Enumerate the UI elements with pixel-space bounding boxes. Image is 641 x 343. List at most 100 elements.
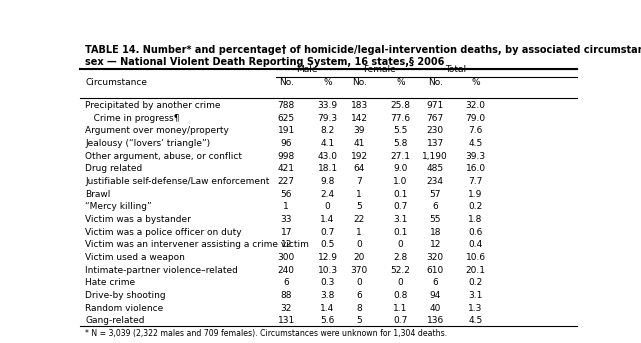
- Text: Brawl: Brawl: [85, 190, 110, 199]
- Text: 183: 183: [351, 101, 368, 110]
- Text: 16.0: 16.0: [465, 164, 486, 173]
- Text: Drug related: Drug related: [85, 164, 142, 173]
- Text: 64: 64: [354, 164, 365, 173]
- Text: Argument over money/property: Argument over money/property: [85, 126, 229, 135]
- Text: Victim used a weapon: Victim used a weapon: [85, 253, 185, 262]
- Text: 1.0: 1.0: [394, 177, 408, 186]
- Text: 370: 370: [351, 265, 368, 275]
- Text: Victim was a police officer on duty: Victim was a police officer on duty: [85, 228, 242, 237]
- Text: Victim was an intervener assisting a crime victim: Victim was an intervener assisting a cri…: [85, 240, 309, 249]
- Text: 22: 22: [354, 215, 365, 224]
- Text: 227: 227: [278, 177, 295, 186]
- Text: 39.3: 39.3: [465, 152, 486, 161]
- Text: 33: 33: [281, 215, 292, 224]
- Text: 240: 240: [278, 265, 295, 275]
- Text: No.: No.: [279, 78, 294, 87]
- Text: 96: 96: [281, 139, 292, 148]
- Text: 7: 7: [356, 177, 362, 186]
- Text: 142: 142: [351, 114, 368, 122]
- Text: 5.6: 5.6: [320, 316, 335, 326]
- Text: 10.3: 10.3: [317, 265, 338, 275]
- Text: 8: 8: [356, 304, 362, 313]
- Text: 1.8: 1.8: [469, 215, 483, 224]
- Text: 1: 1: [356, 228, 362, 237]
- Text: 79.3: 79.3: [317, 114, 338, 122]
- Text: %: %: [396, 78, 405, 87]
- Text: Jealousy (“lovers’ triangle”): Jealousy (“lovers’ triangle”): [85, 139, 210, 148]
- Text: 9.8: 9.8: [320, 177, 335, 186]
- Text: 788: 788: [278, 101, 295, 110]
- Text: 4.1: 4.1: [320, 139, 335, 148]
- Text: 0.7: 0.7: [394, 202, 408, 211]
- Text: 6: 6: [283, 278, 289, 287]
- Text: 3.1: 3.1: [469, 291, 483, 300]
- Text: 0.3: 0.3: [320, 278, 335, 287]
- Text: Intimate-partner violence–related: Intimate-partner violence–related: [85, 265, 238, 275]
- Text: 2.8: 2.8: [394, 253, 408, 262]
- Text: “Mercy killing”: “Mercy killing”: [85, 202, 152, 211]
- Text: * N = 3,039 (2,322 males and 709 females). Circumstances were unknown for 1,304 : * N = 3,039 (2,322 males and 709 females…: [85, 329, 447, 338]
- Text: 1.4: 1.4: [320, 304, 335, 313]
- Text: 12: 12: [281, 240, 292, 249]
- Text: 52.2: 52.2: [390, 265, 410, 275]
- Text: 1: 1: [356, 190, 362, 199]
- Text: 1.1: 1.1: [394, 304, 408, 313]
- Text: 7.6: 7.6: [469, 126, 483, 135]
- Text: 6: 6: [356, 291, 362, 300]
- Text: 0.7: 0.7: [320, 228, 335, 237]
- Text: 971: 971: [427, 101, 444, 110]
- Text: 610: 610: [427, 265, 444, 275]
- Text: 32: 32: [281, 304, 292, 313]
- Text: Precipitated by another crime: Precipitated by another crime: [85, 101, 221, 110]
- Text: 12.9: 12.9: [317, 253, 338, 262]
- Text: 6: 6: [433, 202, 438, 211]
- Text: sex — National Violent Death Reporting System, 16 states,§ 2006: sex — National Violent Death Reporting S…: [85, 57, 444, 67]
- Text: Hate crime: Hate crime: [85, 278, 135, 287]
- Text: 0: 0: [397, 240, 403, 249]
- Text: No.: No.: [352, 78, 367, 87]
- Text: 77.6: 77.6: [390, 114, 411, 122]
- Text: Crime in progress¶: Crime in progress¶: [85, 114, 179, 122]
- Text: %: %: [323, 78, 332, 87]
- Text: 41: 41: [354, 139, 365, 148]
- Text: 3.1: 3.1: [394, 215, 408, 224]
- Text: 1,190: 1,190: [422, 152, 448, 161]
- Text: 0.5: 0.5: [320, 240, 335, 249]
- Text: 10.6: 10.6: [465, 253, 486, 262]
- Text: 9.0: 9.0: [394, 164, 408, 173]
- Text: 18.1: 18.1: [317, 164, 338, 173]
- Text: Drive-by shooting: Drive-by shooting: [85, 291, 166, 300]
- Text: 17: 17: [281, 228, 292, 237]
- Text: 0: 0: [324, 202, 330, 211]
- Text: Male: Male: [296, 64, 318, 74]
- Text: 1.4: 1.4: [320, 215, 335, 224]
- Text: 1.3: 1.3: [469, 304, 483, 313]
- Text: Victim was a bystander: Victim was a bystander: [85, 215, 191, 224]
- Text: 5.8: 5.8: [394, 139, 408, 148]
- Text: Total: Total: [445, 64, 466, 74]
- Text: 55: 55: [429, 215, 441, 224]
- Text: 43.0: 43.0: [317, 152, 338, 161]
- Text: 0.8: 0.8: [394, 291, 408, 300]
- Text: 5: 5: [356, 316, 362, 326]
- Text: 300: 300: [278, 253, 295, 262]
- Text: 0: 0: [397, 278, 403, 287]
- Text: 131: 131: [278, 316, 295, 326]
- Text: 0: 0: [356, 240, 362, 249]
- Text: 1: 1: [283, 202, 289, 211]
- Text: Circumstance: Circumstance: [85, 78, 147, 87]
- Text: 0.6: 0.6: [469, 228, 483, 237]
- Text: 88: 88: [281, 291, 292, 300]
- Text: 6: 6: [433, 278, 438, 287]
- Text: 0.2: 0.2: [469, 202, 483, 211]
- Text: 94: 94: [429, 291, 441, 300]
- Text: 230: 230: [427, 126, 444, 135]
- Text: 33.9: 33.9: [317, 101, 338, 110]
- Text: 57: 57: [429, 190, 441, 199]
- Text: Random violence: Random violence: [85, 304, 163, 313]
- Text: 320: 320: [427, 253, 444, 262]
- Text: 79.0: 79.0: [465, 114, 486, 122]
- Text: 20.1: 20.1: [465, 265, 486, 275]
- Text: 137: 137: [427, 139, 444, 148]
- Text: 20: 20: [354, 253, 365, 262]
